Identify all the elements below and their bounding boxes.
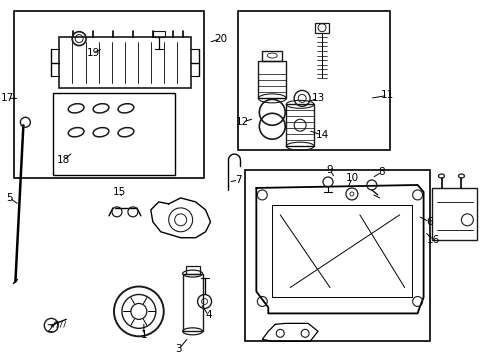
Bar xyxy=(285,104,313,146)
Bar xyxy=(245,170,428,341)
Text: 2: 2 xyxy=(46,324,53,334)
Bar xyxy=(183,274,202,331)
Text: 19: 19 xyxy=(86,48,100,58)
Bar xyxy=(262,50,282,60)
Text: 18: 18 xyxy=(57,155,70,165)
Text: 14: 14 xyxy=(315,130,328,140)
Bar xyxy=(258,60,285,98)
Bar xyxy=(185,266,199,274)
Text: 7: 7 xyxy=(235,175,241,185)
Text: 10: 10 xyxy=(345,173,358,183)
Bar xyxy=(152,31,164,37)
Bar xyxy=(238,11,389,150)
Text: 3: 3 xyxy=(175,344,182,354)
Text: 6: 6 xyxy=(426,217,432,227)
Bar xyxy=(14,11,203,178)
Text: 15: 15 xyxy=(112,187,125,197)
Text: 5: 5 xyxy=(6,193,13,203)
Bar xyxy=(53,93,174,175)
Text: 16: 16 xyxy=(426,235,439,245)
Text: 12: 12 xyxy=(235,117,248,127)
Bar xyxy=(59,37,190,89)
Text: 13: 13 xyxy=(311,93,324,103)
Bar xyxy=(314,23,328,33)
Bar xyxy=(431,188,476,240)
Text: 4: 4 xyxy=(205,310,211,320)
Text: 1: 1 xyxy=(140,330,147,340)
Text: 20: 20 xyxy=(214,33,226,44)
Text: 17: 17 xyxy=(1,93,14,103)
Text: 8: 8 xyxy=(378,167,385,177)
Text: 9: 9 xyxy=(326,165,333,175)
Text: 11: 11 xyxy=(380,90,394,100)
